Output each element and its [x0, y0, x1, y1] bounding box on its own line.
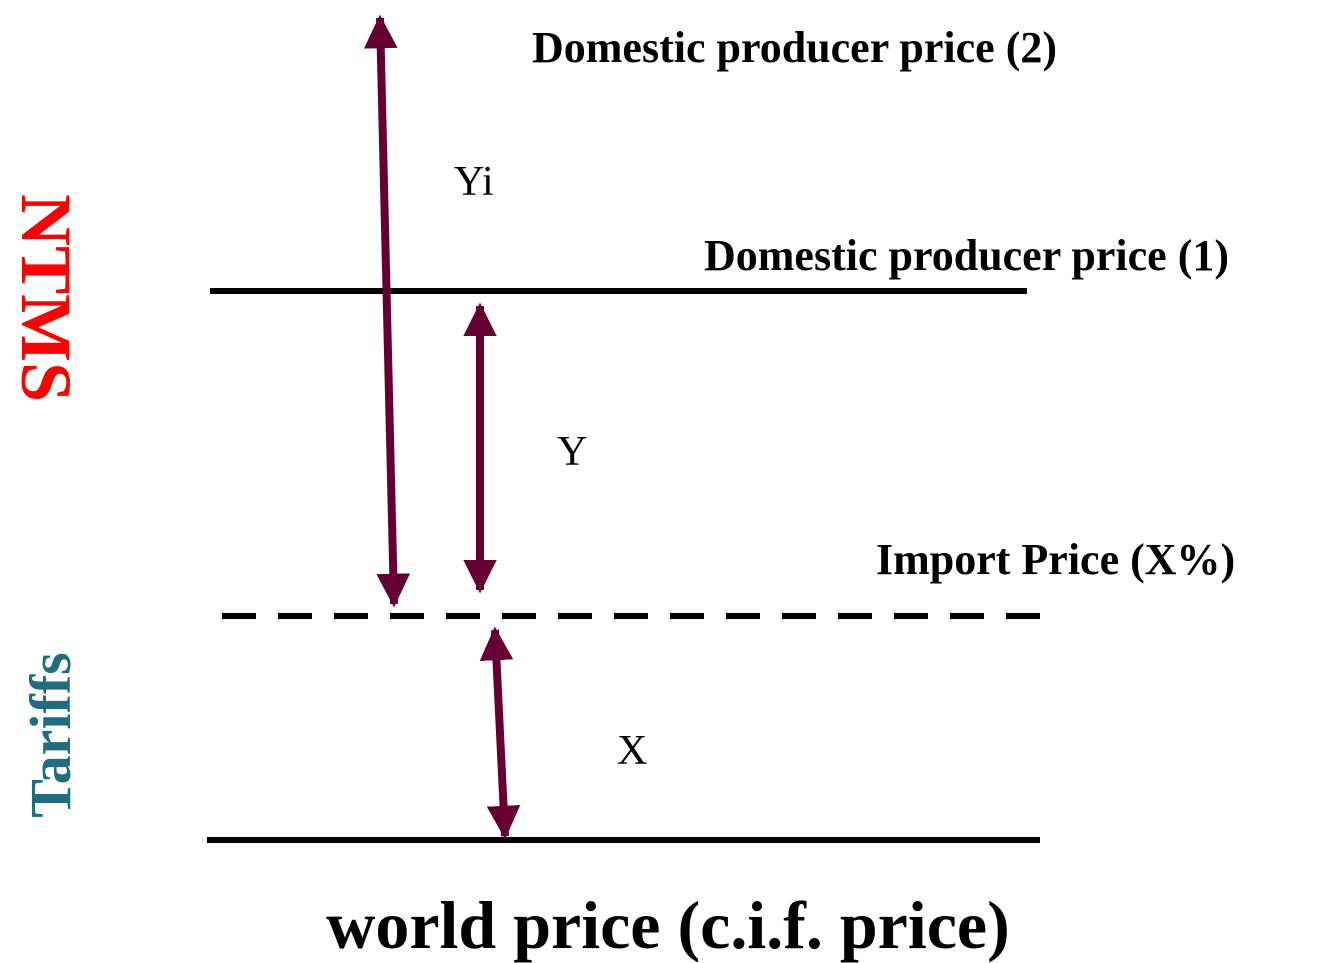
domestic-price-2-label: Domestic producer price (2): [532, 23, 1057, 72]
yi-label: Yi: [454, 159, 494, 205]
import-price-label: Import Price (X%): [876, 535, 1235, 584]
x-label: X: [617, 728, 647, 774]
y-label: Y: [557, 429, 587, 475]
tariffs-label: Tariffs: [18, 652, 83, 817]
ntms-label: NTMS: [6, 194, 86, 402]
x-arrow: [479, 626, 521, 840]
yi-arrow: [363, 14, 411, 608]
world-price-label: world price (c.i.f. price): [326, 887, 1010, 963]
domestic-price-1-label: Domestic producer price (1): [704, 231, 1229, 280]
